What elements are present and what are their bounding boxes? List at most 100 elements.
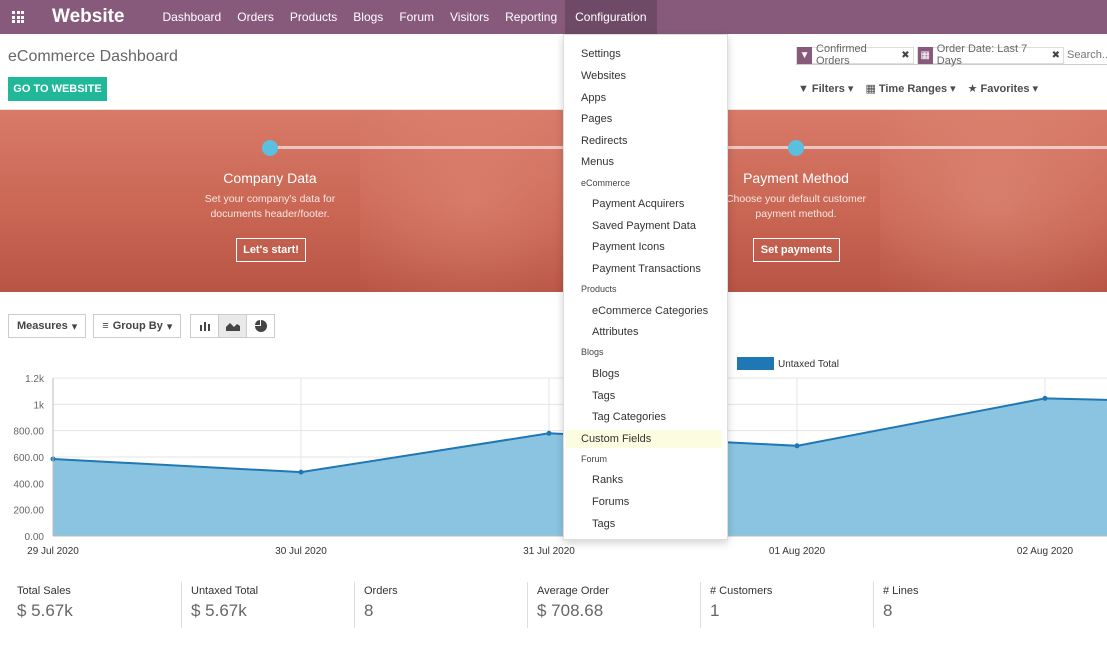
menu-item-tags[interactable]: Tags bbox=[592, 390, 616, 402]
group-by-label: Group By bbox=[112, 320, 163, 332]
kpi-lines[interactable]: # Lines 8 bbox=[873, 582, 1046, 628]
caret-down-icon: ▾ bbox=[847, 83, 854, 95]
kpi-orders[interactable]: Orders 8 bbox=[354, 582, 527, 628]
kpi-label: # Customers bbox=[710, 585, 773, 597]
menu-item-payment-transactions[interactable]: Payment Transactions bbox=[592, 263, 701, 275]
kpi-total-sales[interactable]: Total Sales $ 5.67k bbox=[8, 582, 181, 628]
kpi-value: 8 bbox=[364, 601, 374, 620]
kpi-customers[interactable]: # Customers 1 bbox=[700, 582, 873, 628]
area-chart-icon[interactable] bbox=[218, 314, 248, 338]
kpi-row: Total Sales $ 5.67k Untaxed Total $ 5.67k … bbox=[8, 582, 1046, 628]
menu-item-redirects[interactable]: Redirects bbox=[581, 135, 628, 147]
filter-icon: ▼ bbox=[797, 46, 813, 64]
search-options: ▼ Filters ▾ ▦ Time Ranges ▾ ★ Favorites ▾ bbox=[798, 82, 1038, 96]
menu-section-products: Products bbox=[581, 284, 617, 294]
measures-button[interactable]: Measures ▾ bbox=[8, 314, 87, 338]
x-tick-label: 02 Aug 2020 bbox=[1017, 546, 1074, 557]
data-point bbox=[1042, 395, 1048, 401]
nav-products[interactable]: Products bbox=[289, 10, 338, 24]
facet-confirmed-orders: ▼ Confirmed Orders ✖ bbox=[796, 43, 914, 67]
kpi-value: 8 bbox=[883, 601, 893, 620]
y-tick-label: 200.00 bbox=[13, 506, 44, 517]
nav-reporting[interactable]: Reporting bbox=[505, 10, 558, 24]
favorites-label: Favorites bbox=[980, 82, 1030, 95]
page-title: eCommerce Dashboard bbox=[8, 48, 178, 65]
kpi-value: $ 5.67k bbox=[191, 601, 247, 620]
menu-item-attributes[interactable]: Attributes bbox=[592, 326, 639, 338]
legend-label: Untaxed Total bbox=[778, 359, 839, 370]
menu-item-menus[interactable]: Menus bbox=[581, 156, 615, 168]
search-bar: ▼ Confirmed Orders ✖ ▦ Order Date: Last … bbox=[796, 43, 1107, 67]
menu-item-tag-categories[interactable]: Tag Categories bbox=[592, 411, 666, 423]
menu-item-ranks[interactable]: Ranks bbox=[592, 474, 624, 486]
measures-label: Measures bbox=[17, 320, 68, 332]
menu-item-payment-acquirers[interactable]: Payment Acquirers bbox=[592, 198, 685, 210]
facet-order-date: ▦ Order Date: Last 7 Days ✖ bbox=[916, 43, 1064, 67]
x-tick-label: 29 Jul 2020 bbox=[27, 546, 79, 557]
nav-blogs[interactable]: Blogs bbox=[353, 10, 384, 24]
time-ranges-dropdown[interactable]: ▦ Time Ranges ▾ bbox=[865, 82, 956, 96]
x-tick-label: 01 Aug 2020 bbox=[769, 546, 826, 557]
onboarding-banner: Company Data Set your company's data for… bbox=[0, 110, 1107, 292]
star-icon: ★ bbox=[967, 83, 978, 95]
data-point bbox=[794, 443, 800, 449]
funnel-icon: ▼ bbox=[798, 82, 809, 95]
set-payments-button[interactable]: Set payments bbox=[753, 238, 840, 262]
graph-toolbar: Measures ▾ ≡ Group By ▾ bbox=[8, 314, 276, 338]
y-tick-label: 0.00 bbox=[25, 532, 45, 543]
step-dot bbox=[788, 140, 804, 156]
menu-item-pages[interactable]: Pages bbox=[581, 113, 613, 125]
caret-down-icon: ▾ bbox=[166, 320, 173, 333]
menu-item-forums[interactable]: Forums bbox=[592, 496, 630, 508]
calendar-icon: ▦ bbox=[865, 83, 876, 95]
menu-item-blogs[interactable]: Blogs bbox=[592, 368, 620, 380]
menu-item-saved-payment-data[interactable]: Saved Payment Data bbox=[592, 220, 696, 232]
search-input[interactable] bbox=[1067, 49, 1107, 61]
menu-item-payment-icons[interactable]: Payment Icons bbox=[592, 241, 665, 253]
menu-item-apps[interactable]: Apps bbox=[581, 92, 607, 104]
menu-item-settings[interactable]: Settings bbox=[581, 48, 621, 60]
menu-item-websites[interactable]: Websites bbox=[581, 70, 627, 82]
facet-label: Confirmed Orders bbox=[816, 43, 867, 67]
caret-down-icon: ▾ bbox=[950, 83, 956, 95]
kpi-value: $ 5.67k bbox=[17, 601, 73, 620]
sales-area-chart: 0.00 200.00 400.00 600.00 800.00 1k 1.2k 29 Jul… bbox=[13, 357, 1107, 557]
caret-down-icon: ▾ bbox=[71, 320, 78, 333]
bar-chart-icon[interactable] bbox=[190, 314, 220, 338]
y-tick-label: 800.00 bbox=[13, 427, 44, 438]
kpi-average-order[interactable]: Average Order $ 708.68 bbox=[527, 582, 700, 628]
grid-icon[interactable] bbox=[0, 0, 36, 34]
menu-item-custom-fields[interactable]: Custom Fields bbox=[566, 430, 722, 448]
banner-shade bbox=[360, 110, 580, 292]
remove-facet-icon[interactable]: ✖ bbox=[901, 49, 910, 61]
group-by-button[interactable]: ≡ Group By ▾ bbox=[93, 314, 182, 338]
nav-configuration[interactable]: Configuration bbox=[565, 0, 657, 34]
remove-facet-icon[interactable]: ✖ bbox=[1051, 49, 1060, 61]
go-to-website-button[interactable]: GO TO WEBSITE bbox=[8, 77, 107, 101]
menu-item-ecommerce-categories[interactable]: eCommerce Categories bbox=[592, 305, 709, 317]
banner-shade bbox=[880, 110, 1107, 292]
time-ranges-label: Time Ranges bbox=[878, 82, 948, 95]
list-icon: ≡ bbox=[102, 320, 109, 332]
nav-orders[interactable]: Orders bbox=[237, 10, 274, 24]
app-brand[interactable]: Website bbox=[52, 6, 125, 27]
kpi-untaxed-total[interactable]: Untaxed Total $ 5.67k bbox=[181, 582, 354, 628]
control-panel: eCommerce Dashboard GO TO WEBSITE ▼ Conf… bbox=[0, 34, 1107, 110]
favorites-dropdown[interactable]: ★ Favorites ▾ bbox=[967, 82, 1038, 96]
kpi-label: Orders bbox=[364, 585, 398, 597]
menu-section-ecommerce: eCommerce bbox=[581, 178, 631, 188]
data-point bbox=[546, 430, 552, 436]
step-description: Choose your default customer payment met… bbox=[696, 192, 896, 222]
step-title: Company Data bbox=[223, 170, 317, 186]
filters-dropdown[interactable]: ▼ Filters ▾ bbox=[798, 82, 854, 96]
step-connector bbox=[270, 146, 570, 149]
step-description-line: payment method. bbox=[755, 208, 837, 220]
kpi-label: Average Order bbox=[537, 585, 609, 597]
nav-forum[interactable]: Forum bbox=[399, 10, 434, 24]
nav-visitors[interactable]: Visitors bbox=[449, 10, 490, 24]
pie-chart-icon[interactable] bbox=[246, 314, 276, 338]
menu-item-forum-tags[interactable]: Tags bbox=[592, 518, 616, 530]
lets-start-button[interactable]: Let's start! bbox=[236, 238, 306, 262]
y-tick-label: 600.00 bbox=[13, 453, 44, 464]
nav-dashboard[interactable]: Dashboard bbox=[162, 10, 222, 24]
